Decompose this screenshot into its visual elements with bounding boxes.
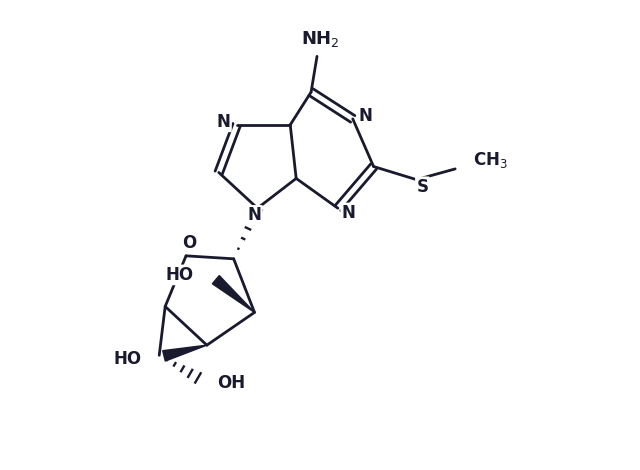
Text: N: N <box>248 206 261 224</box>
Text: N: N <box>342 204 355 222</box>
Text: HO: HO <box>113 350 141 368</box>
Text: N: N <box>216 113 230 131</box>
Text: S: S <box>417 178 428 196</box>
Text: HO: HO <box>165 266 193 284</box>
Text: CH$_3$: CH$_3$ <box>473 150 508 170</box>
Text: OH: OH <box>217 374 245 392</box>
Polygon shape <box>163 345 207 361</box>
Text: N: N <box>359 107 372 125</box>
Text: O: O <box>182 234 196 252</box>
Text: NH$_2$: NH$_2$ <box>301 29 339 48</box>
Polygon shape <box>212 275 255 313</box>
